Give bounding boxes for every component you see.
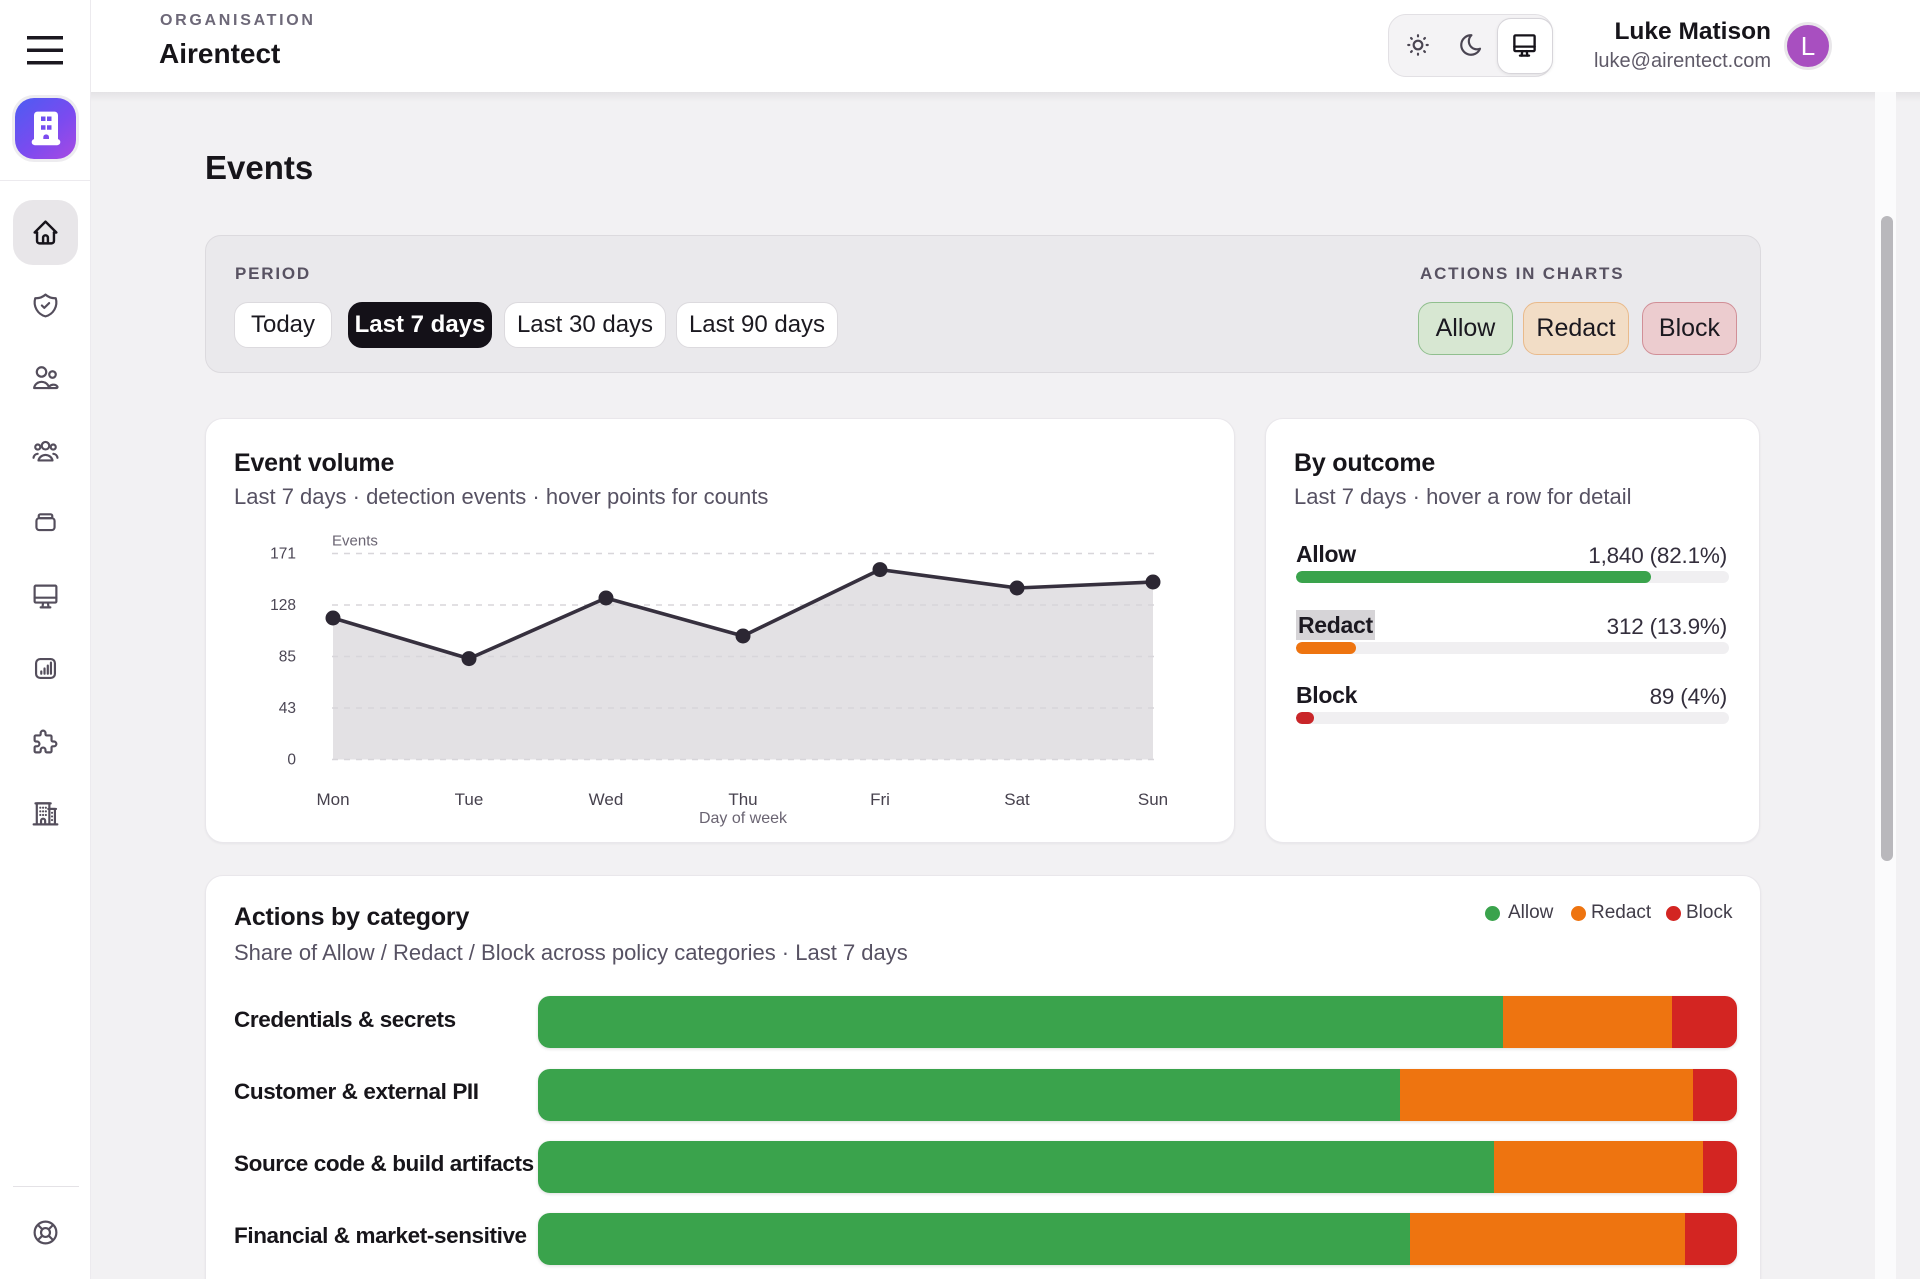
svg-text:0: 0 [287,752,296,769]
svg-text:Wed: Wed [589,790,624,809]
svg-text:Sat: Sat [1004,790,1030,809]
svg-text:Fri: Fri [870,790,890,809]
svg-text:171: 171 [270,546,296,563]
svg-text:Tue: Tue [455,790,484,809]
svg-text:Thu: Thu [728,790,757,809]
svg-text:Day of week: Day of week [699,810,788,827]
svg-text:43: 43 [279,700,296,717]
svg-text:Sun: Sun [1138,790,1168,809]
svg-text:85: 85 [279,649,296,666]
svg-text:Mon: Mon [316,790,349,809]
svg-text:128: 128 [270,597,296,614]
svg-text:Events: Events [332,533,378,550]
